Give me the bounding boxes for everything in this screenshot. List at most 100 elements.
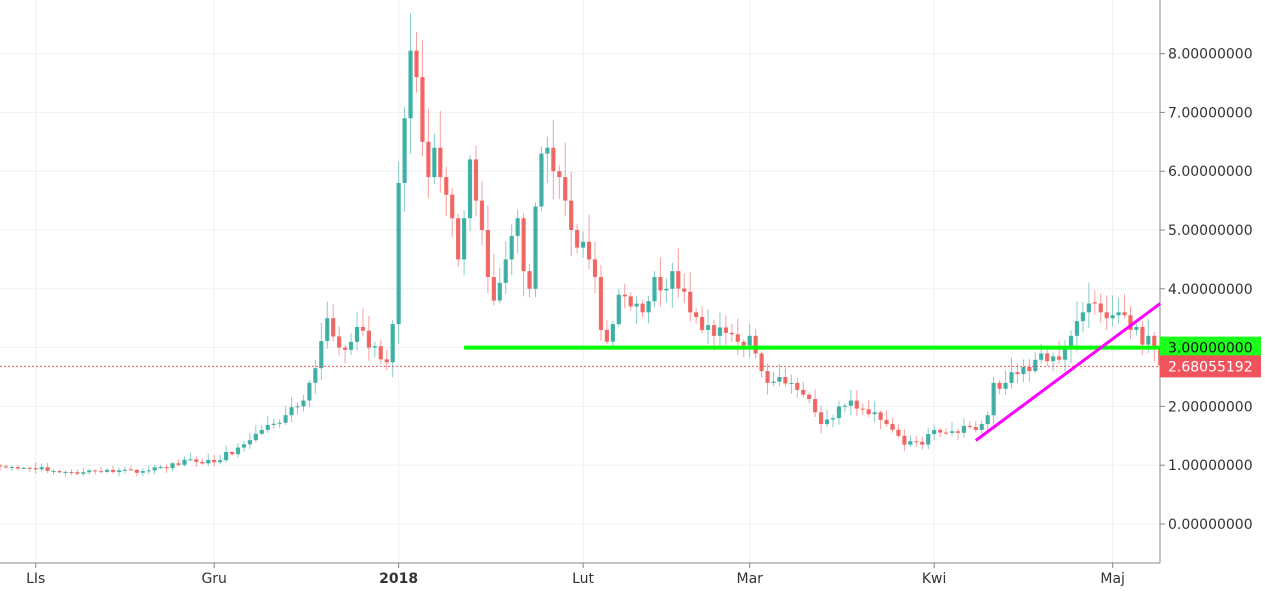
y-tick-label: 1.00000000 bbox=[1168, 458, 1253, 474]
candle bbox=[604, 319, 609, 345]
candle bbox=[265, 416, 270, 433]
candle bbox=[908, 435, 913, 447]
candle-body bbox=[545, 147, 550, 154]
candle bbox=[99, 466, 104, 474]
candle bbox=[295, 402, 300, 415]
candle-body bbox=[57, 471, 62, 473]
candle-body bbox=[985, 415, 990, 425]
candle bbox=[164, 464, 169, 473]
candle bbox=[777, 364, 782, 387]
candle bbox=[485, 205, 490, 293]
candle bbox=[610, 320, 615, 346]
candle bbox=[723, 315, 728, 346]
candle bbox=[51, 468, 56, 475]
candle bbox=[527, 263, 532, 298]
candle-body bbox=[152, 467, 157, 471]
candle-body bbox=[676, 271, 681, 289]
candle bbox=[158, 464, 163, 470]
time-axis[interactable]: LIs Gru 2018 Lut Mar Kwi Maj bbox=[26, 563, 1125, 587]
candle-body bbox=[301, 400, 306, 407]
candle-body bbox=[628, 296, 633, 307]
candle bbox=[622, 283, 627, 309]
candle bbox=[807, 392, 812, 404]
candle-body bbox=[592, 259, 598, 278]
candle-body bbox=[307, 382, 312, 401]
candle-body bbox=[146, 470, 151, 472]
candle bbox=[1045, 347, 1050, 366]
candle-body bbox=[866, 409, 871, 415]
candle-body bbox=[622, 294, 627, 297]
candle-body bbox=[836, 406, 842, 419]
candle bbox=[444, 166, 449, 217]
candle-body bbox=[426, 141, 431, 178]
candle bbox=[991, 376, 996, 425]
candle-body bbox=[807, 394, 812, 400]
candle-body bbox=[735, 334, 740, 342]
candle-body bbox=[414, 50, 419, 78]
candle-body bbox=[69, 471, 74, 473]
candle-body bbox=[539, 153, 544, 207]
candle bbox=[343, 345, 348, 364]
candle bbox=[75, 469, 80, 476]
candle-body bbox=[235, 447, 241, 455]
candle bbox=[200, 458, 205, 465]
candle bbox=[462, 210, 467, 276]
candle bbox=[676, 247, 681, 298]
candle-body bbox=[116, 470, 122, 473]
candle bbox=[271, 418, 276, 429]
drawn-annotations bbox=[464, 302, 1202, 442]
candle bbox=[878, 410, 883, 430]
candle-body bbox=[920, 441, 925, 445]
candle bbox=[3, 464, 9, 470]
candle-body bbox=[521, 218, 526, 272]
candle bbox=[390, 320, 395, 378]
candle bbox=[110, 465, 116, 475]
candle-body bbox=[1086, 303, 1091, 313]
candle bbox=[694, 307, 699, 324]
candle-body bbox=[1098, 303, 1103, 313]
candle-body bbox=[87, 470, 92, 473]
candle-body bbox=[360, 327, 366, 331]
candle-body bbox=[462, 218, 467, 260]
y-tick-label: 0.00000000 bbox=[1168, 517, 1253, 533]
candle bbox=[753, 329, 758, 359]
candle bbox=[670, 262, 675, 308]
candle bbox=[247, 432, 252, 449]
candle-body bbox=[51, 471, 56, 473]
price-axis[interactable]: 0.00000000 1.00000000 2.00000000 3.00000000… bbox=[1160, 47, 1253, 533]
candle-body bbox=[75, 472, 80, 474]
candle bbox=[711, 319, 717, 351]
candle bbox=[1134, 323, 1139, 336]
candle bbox=[27, 466, 32, 473]
candle bbox=[218, 455, 223, 464]
candle bbox=[354, 312, 360, 351]
candle bbox=[854, 390, 859, 417]
candle-body bbox=[450, 194, 455, 219]
candle-body bbox=[277, 422, 282, 424]
candle-body bbox=[140, 471, 145, 473]
candle-body bbox=[1021, 367, 1026, 375]
candle bbox=[646, 295, 651, 324]
trend-line[interactable] bbox=[974, 302, 1162, 442]
candle-body bbox=[705, 325, 711, 330]
candle-body bbox=[218, 460, 223, 463]
candle-body bbox=[777, 377, 782, 382]
candle-body bbox=[396, 182, 401, 325]
current-price-tag-label: 2.68055192 bbox=[1168, 359, 1253, 375]
candle bbox=[420, 40, 425, 157]
candle-body bbox=[1027, 367, 1032, 372]
candle bbox=[313, 360, 318, 394]
candle bbox=[414, 31, 419, 93]
x-tick-label: Gru bbox=[201, 571, 226, 587]
candle bbox=[664, 278, 669, 303]
candle-body bbox=[1104, 312, 1109, 319]
candle-body bbox=[604, 329, 609, 342]
candle-body bbox=[652, 277, 657, 302]
candle bbox=[1128, 306, 1133, 340]
candle bbox=[598, 265, 604, 341]
candle bbox=[456, 213, 461, 267]
candle bbox=[15, 465, 20, 471]
candle-body bbox=[640, 303, 645, 313]
candle-body bbox=[1009, 372, 1014, 383]
